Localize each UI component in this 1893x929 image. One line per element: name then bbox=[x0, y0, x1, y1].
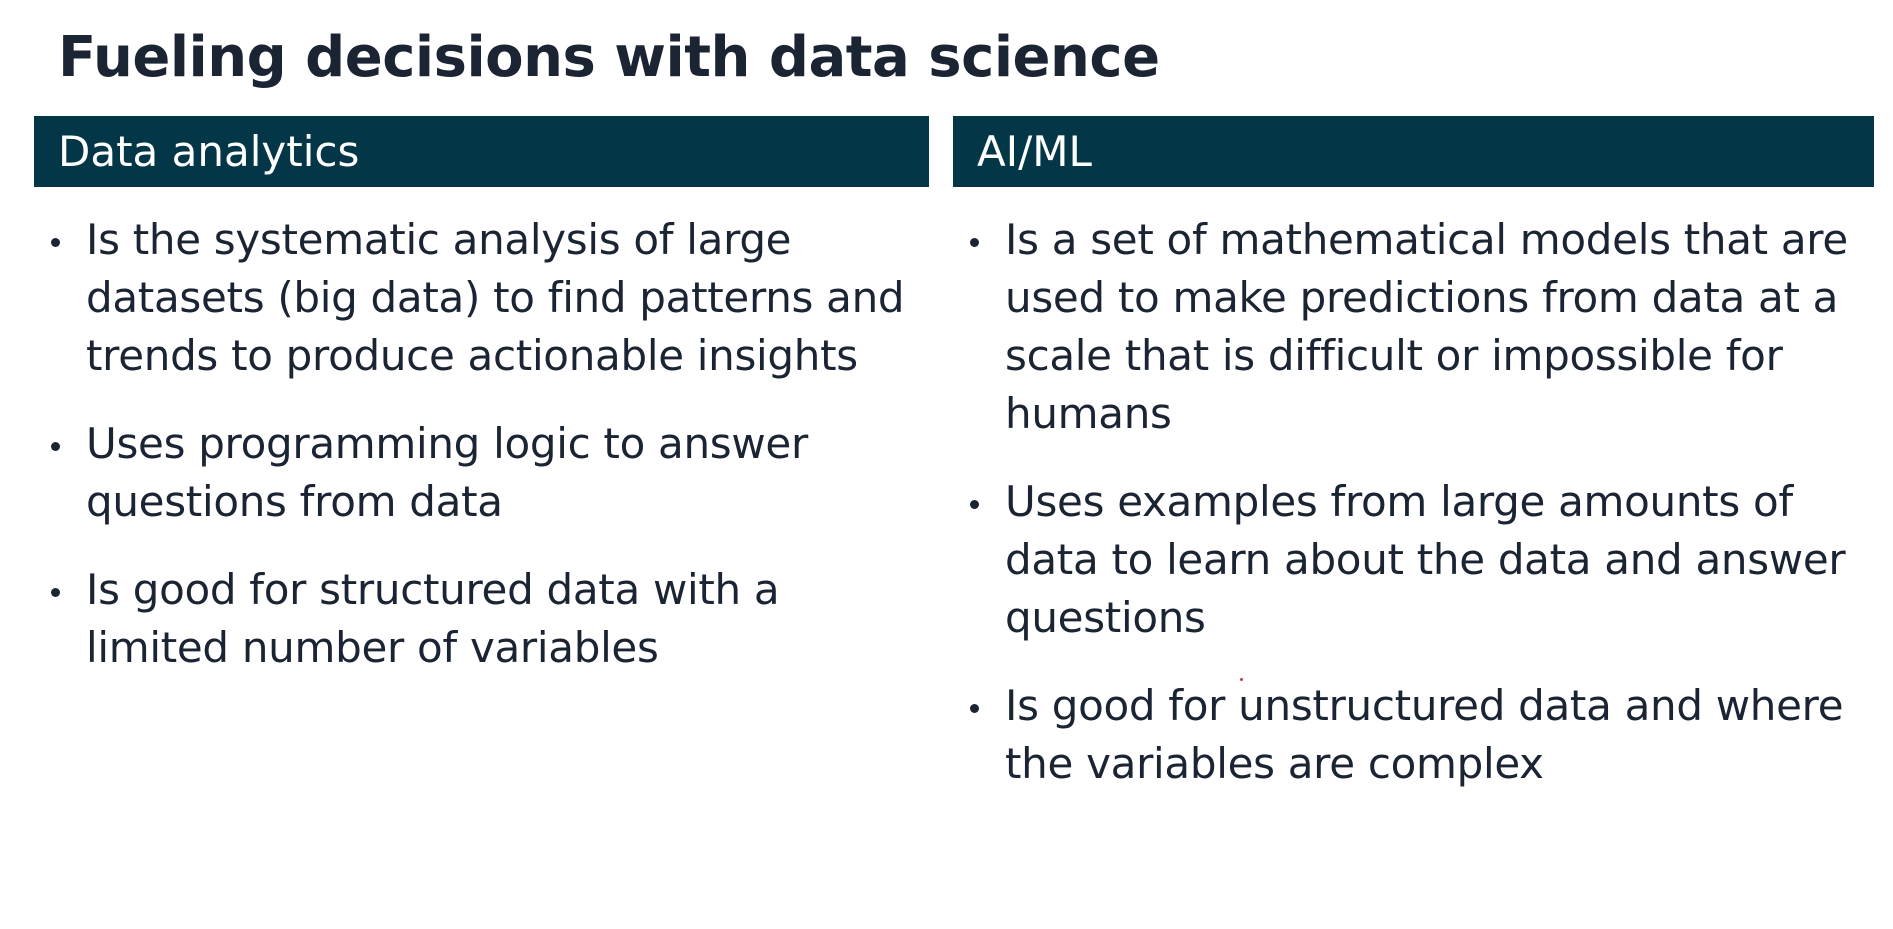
bullet-text: Is the systematic analysis of large data… bbox=[86, 215, 905, 380]
bullet-icon bbox=[970, 500, 979, 509]
column-header-ai-ml: AI/ML bbox=[953, 116, 1874, 187]
bullet-text: Uses examples from large amounts of data… bbox=[1005, 477, 1846, 642]
bullet-item: Uses programming logic to answer questio… bbox=[34, 415, 929, 531]
bullet-text: Is good for unstructured data and where … bbox=[1005, 681, 1844, 788]
bullet-item: Is a set of mathematical models that are… bbox=[953, 211, 1874, 443]
bullet-text: Is good for structured data with a limit… bbox=[86, 565, 780, 672]
bullet-text: Uses programming logic to answer questio… bbox=[86, 419, 808, 526]
bullet-icon bbox=[970, 704, 979, 713]
bullet-item: Is good for structured data with a limit… bbox=[34, 561, 929, 677]
bullet-list-data-analytics: Is the systematic analysis of large data… bbox=[34, 211, 929, 677]
bullet-list-ai-ml: Is a set of mathematical models that are… bbox=[953, 211, 1874, 793]
slide-title: Fueling decisions with data science bbox=[58, 25, 1160, 90]
bullet-icon bbox=[51, 238, 60, 247]
bullet-item: Uses examples from large amounts of data… bbox=[953, 473, 1874, 647]
bullet-item: Is the systematic analysis of large data… bbox=[34, 211, 929, 385]
bullet-item: Is good for unstructured data and where … bbox=[953, 677, 1874, 793]
ai-ml-column: AI/ML Is a set of mathematical models th… bbox=[953, 116, 1874, 823]
bullet-icon bbox=[51, 442, 60, 451]
bullet-icon bbox=[970, 238, 979, 247]
stray-dot-mark bbox=[1240, 678, 1243, 681]
data-analytics-column: Data analytics Is the systematic analysi… bbox=[34, 116, 929, 707]
bullet-text: Is a set of mathematical models that are… bbox=[1005, 215, 1848, 438]
bullet-icon bbox=[51, 588, 60, 597]
column-header-data-analytics: Data analytics bbox=[34, 116, 929, 187]
